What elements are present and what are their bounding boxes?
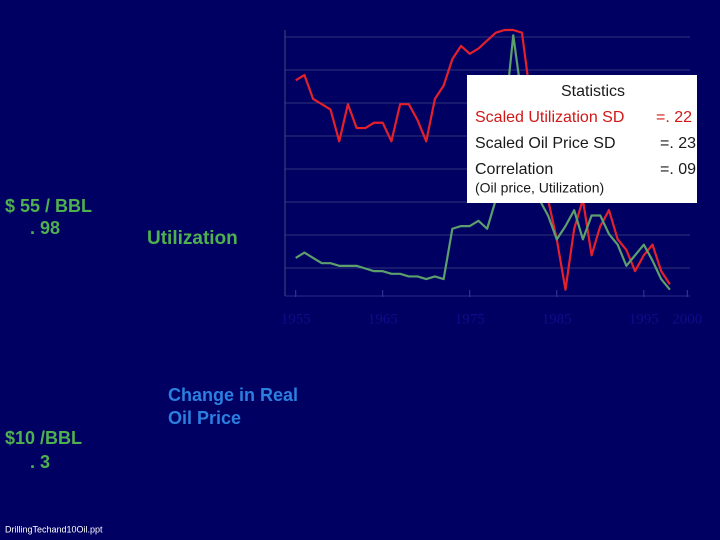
stats-label: Scaled Utilization SD xyxy=(475,109,624,126)
x-tick-label: 2000 xyxy=(672,311,702,327)
scale-label: . 3 xyxy=(30,452,50,472)
stats-label: Scaled Oil Price SD xyxy=(475,135,616,152)
x-tick-label: 1985 xyxy=(542,311,572,327)
stats-label: Correlation xyxy=(475,161,553,178)
stats-background xyxy=(467,75,697,203)
series-line xyxy=(295,28,671,291)
x-tick-label: 1975 xyxy=(455,311,485,327)
series-label: Change in Real Oil Price xyxy=(168,385,299,428)
x-tick-label: 1955 xyxy=(281,311,311,327)
stats-value: =. 22 xyxy=(656,109,692,126)
series-label-box: Change in Real Oil Price xyxy=(168,385,299,428)
stats-note: (Oil price, Utilization) xyxy=(475,180,604,196)
stats-title: Statistics xyxy=(561,83,625,100)
footer: DrillingTechand10Oil.ppt xyxy=(5,524,103,534)
stats-value: =. 09 xyxy=(660,161,696,178)
series-line xyxy=(295,34,671,291)
scale-label: $ 55 / BBL xyxy=(5,196,92,216)
stats-value: =. 23 xyxy=(660,135,696,152)
scale-label: . 98 xyxy=(30,218,60,238)
x-tick-label: 1995 xyxy=(629,311,659,327)
x-tick-label: 1965 xyxy=(368,311,398,327)
scale-label: $10 /BBL xyxy=(5,428,82,448)
stats-box: Statistics Scaled Utilization SD =. 22 S… xyxy=(467,75,697,203)
series-label: Utilization xyxy=(147,228,238,249)
plot xyxy=(295,28,671,291)
